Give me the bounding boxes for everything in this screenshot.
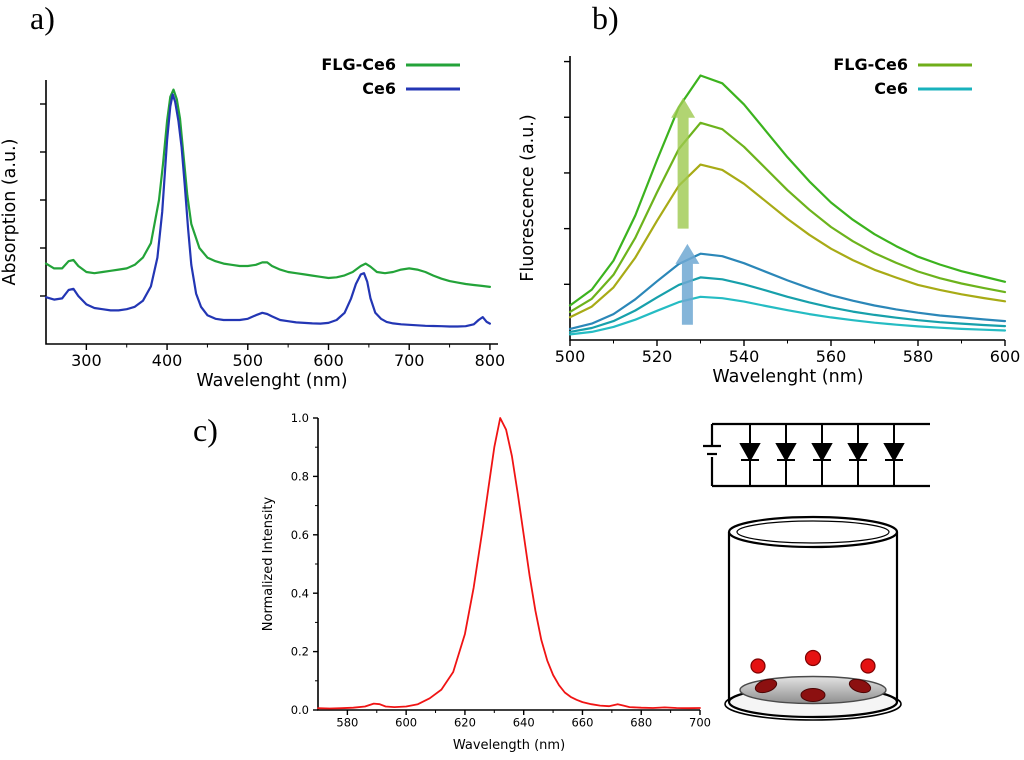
legend-label-1: Ce6	[874, 79, 908, 98]
y-axis-title: Absorption (a.u.)	[0, 139, 20, 286]
x-axis-title: Wavelenght (nm)	[196, 371, 347, 391]
y-tick-label: 0.0	[291, 703, 309, 717]
y-tick-label: 0.2	[291, 645, 309, 659]
axes	[317, 418, 700, 711]
up-arrow-annotation	[675, 243, 700, 325]
panel-label-c: c)	[193, 412, 218, 448]
fluorescence-chart: 500 520 540 560 580 600 FLG-Ce6 Ce6 Wavelenght (…	[518, 55, 1021, 387]
diode-icon	[883, 424, 905, 486]
legend-label-0: FLG-Ce6	[833, 55, 908, 74]
x-tick-label: 520	[642, 347, 673, 366]
vial-opening	[727, 515, 899, 549]
diode-icon	[739, 424, 761, 486]
x-tick-label: 800	[475, 351, 506, 370]
x-tick-label: 620	[454, 716, 476, 730]
diode-icon	[811, 424, 833, 486]
laser-spectrum-chart: 580 600 620 640 660 680 700 0.0 0.2 0.4 0.6 0.8 1.0 W…	[261, 411, 711, 753]
x-tick-label: 680	[630, 716, 652, 730]
y-axis-title: Normalized Intensity	[261, 496, 276, 631]
y-tick-label: 0.6	[291, 528, 309, 542]
led-diodes	[739, 424, 905, 486]
panel-label-a: a)	[30, 0, 55, 36]
x-tick-label: 600	[395, 716, 417, 730]
panel-b: 500 520 540 560 580 600 FLG-Ce6 Ce6 Wavelenght (…	[516, 0, 1024, 398]
series-line-Ce6-low	[568, 295, 1007, 336]
experiment-schematic	[703, 422, 930, 721]
legend-label-0: FLG-Ce6	[321, 55, 396, 74]
axes	[45, 80, 498, 345]
vial-schematic	[724, 515, 902, 721]
panel-label-b: b)	[592, 0, 619, 36]
red-cell-icon	[750, 658, 766, 674]
series-line-FLG-Ce6	[44, 88, 491, 288]
diode-icon	[847, 424, 869, 486]
up-arrow-annotation	[671, 97, 696, 229]
x-tick-label: 700	[689, 716, 711, 730]
vial-opening-inner	[736, 520, 890, 544]
legend-label-1: Ce6	[362, 79, 396, 98]
absorption-chart: 300 400 500 600 700 800 FLG-Ce6 Ce6 Wavelenght (…	[0, 55, 506, 391]
x-axis-title: Wavelength (nm)	[453, 738, 565, 753]
x-tick-label: 500	[233, 351, 264, 370]
panel-a: 300 400 500 600 700 800 FLG-Ce6 Ce6 Wavelenght (…	[0, 0, 512, 398]
series-line-Ce6-mid	[568, 276, 1007, 333]
x-tick-label: 300	[71, 351, 102, 370]
series-line-FLG-Ce6-high	[568, 74, 1007, 307]
x-tick-label: 540	[729, 347, 760, 366]
x-tick-label: 700	[394, 351, 425, 370]
red-cell-icon	[860, 658, 876, 674]
schematic-panel	[700, 408, 940, 738]
diode-icon	[775, 424, 797, 486]
x-tick-label: 640	[513, 716, 535, 730]
series-line-Ce6-high	[568, 252, 1007, 330]
x-tick-label: 560	[816, 347, 847, 366]
x-tick-label: 600	[313, 351, 344, 370]
y-tick-label: 0.8	[291, 470, 309, 484]
dark-cell-icon	[800, 688, 826, 702]
series-line-Ce6	[44, 93, 491, 328]
series-line-laser-emission	[317, 417, 701, 710]
panel-c: 580 600 620 640 660 680 700 0.0 0.2 0.4 0.6 0.8 1.0 W…	[228, 402, 728, 760]
x-tick-label: 500	[555, 347, 586, 366]
y-axis-title: Fluorescence (a.u.)	[518, 114, 538, 281]
x-tick-label: 400	[152, 351, 183, 370]
series-line-FLG-Ce6-low	[568, 163, 1007, 319]
y-tick-label: 1.0	[291, 411, 309, 425]
x-tick-label: 600	[990, 347, 1021, 366]
x-tick-label: 580	[336, 716, 358, 730]
x-tick-label: 580	[903, 347, 934, 366]
x-axis-title: Wavelenght (nm)	[712, 367, 863, 387]
y-tick-label: 0.4	[291, 586, 309, 600]
series-line-FLG-Ce6-mid	[568, 121, 1007, 313]
red-cell-icon	[804, 649, 822, 667]
x-tick-label: 660	[571, 716, 593, 730]
dark-cell-icon	[754, 678, 778, 694]
dark-cell-icon	[848, 678, 872, 694]
